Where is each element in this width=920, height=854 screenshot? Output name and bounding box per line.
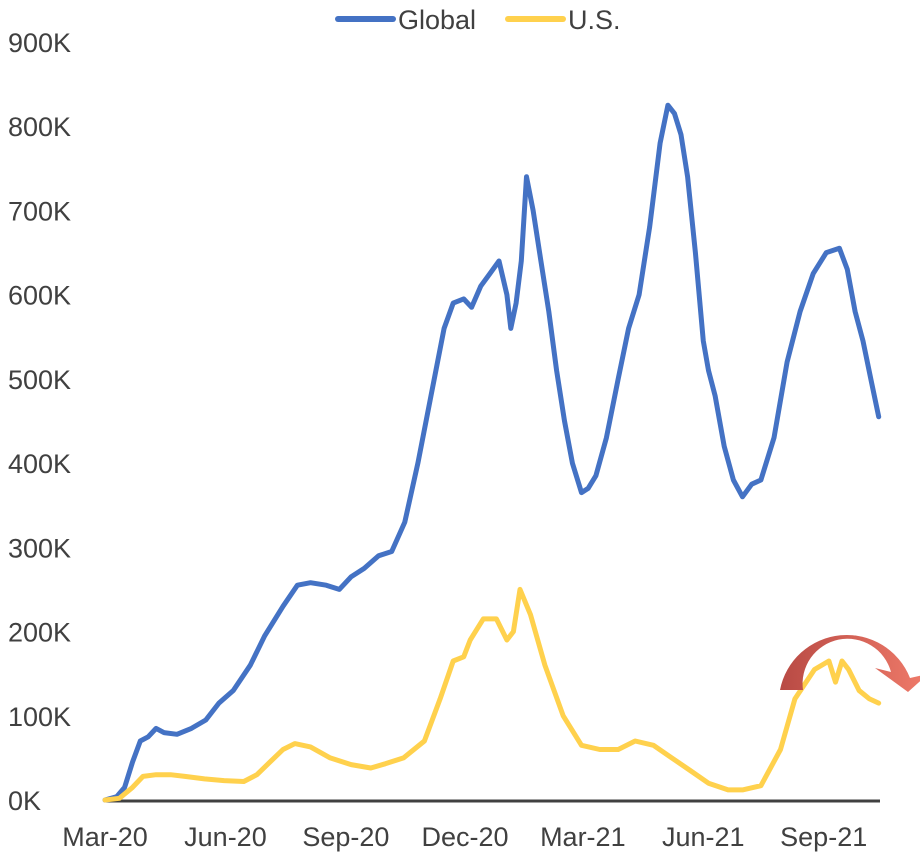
x-tick-label: Dec-20 [421,822,508,852]
y-tick-label: 500K [8,365,71,395]
x-tick-label: Mar-20 [62,822,148,852]
y-tick-label: 300K [8,533,71,563]
legend: Global U.S. [335,5,621,35]
y-tick-label: 900K [8,28,71,58]
x-tick-label: Jun-20 [184,822,267,852]
y-tick-label: 600K [8,281,71,311]
y-tick-label: 200K [8,618,71,648]
x-tick-label: Sep-21 [780,822,867,852]
x-tick-label: Mar-21 [540,822,626,852]
y-tick-label: 100K [8,702,71,732]
x-tick-label: Jun-21 [662,822,745,852]
legend-label: U.S. [568,5,621,35]
series-layer [102,102,882,803]
y-tick-label: 800K [8,112,71,142]
y-tick-label: 0K [8,786,41,816]
x-tick-label: Sep-20 [302,822,389,852]
y-axis-ticks: 0K 100K 200K 300K 400K 500K 600K 700K 800K 900K [8,28,71,816]
x-axis-ticks: Mar-20 Jun-20 Sep-20 Dec-20 Mar-21 Jun-21 Sep-… [62,822,867,852]
series-line-global [102,102,882,803]
legend-label: Global [398,5,476,35]
curved-arrow-annotation [780,634,920,692]
series-line-u-s [102,586,882,803]
y-tick-label: 700K [8,196,71,226]
y-tick-label: 400K [8,449,71,479]
